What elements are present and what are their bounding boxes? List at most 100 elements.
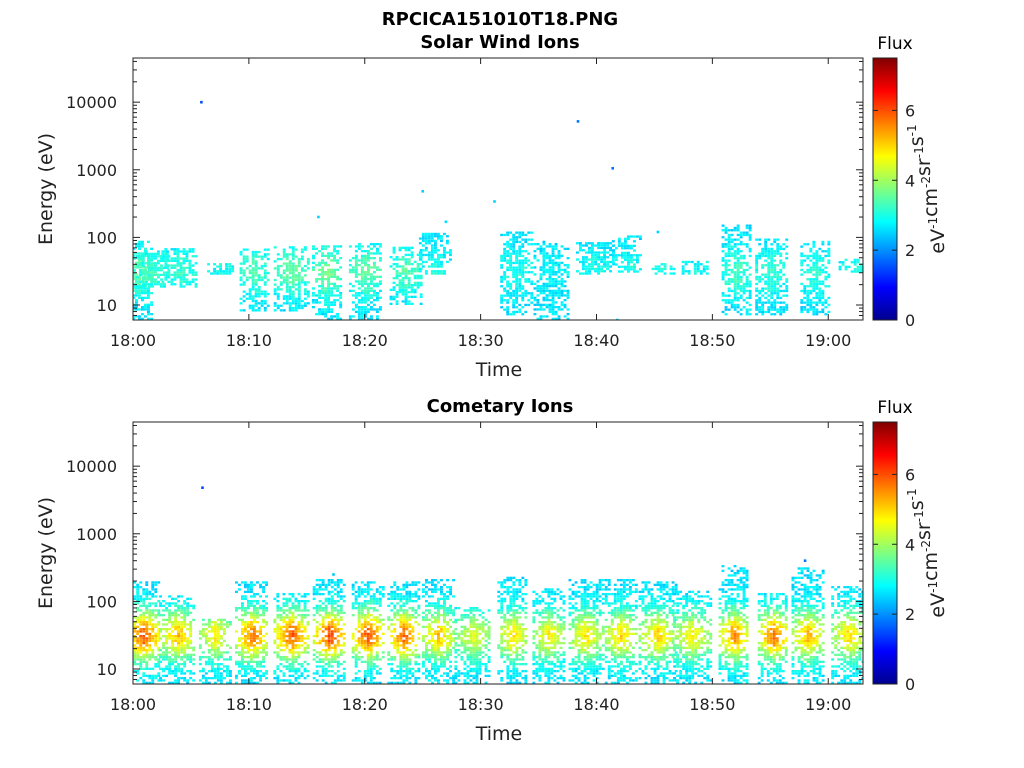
heatmap-cell [285, 616, 289, 619]
heatmap-cell [162, 600, 165, 603]
heatmap-cell [419, 295, 423, 298]
heatmap-cell [300, 625, 304, 628]
heatmap-cell [617, 237, 621, 240]
heatmap-cell [767, 250, 771, 253]
heatmap-cell [174, 674, 177, 677]
heatmap-cell [363, 604, 367, 607]
heatmap-cell [219, 672, 223, 675]
heatmap-cell [627, 263, 630, 266]
heatmap-cell [235, 663, 238, 666]
heatmap-cell [226, 670, 229, 673]
heatmap-cell [315, 625, 319, 628]
heatmap-cell [241, 667, 244, 670]
heatmap-cell [163, 250, 166, 253]
heatmap-cell [748, 238, 752, 241]
heatmap-cell [336, 609, 340, 612]
heatmap-cell [866, 270, 869, 272]
heatmap-cell [425, 593, 428, 596]
heatmap-cell [375, 609, 379, 612]
heatmap-cell [318, 593, 322, 596]
heatmap-cell [378, 600, 382, 603]
heatmap-cell [375, 625, 379, 628]
heatmap-cell [291, 642, 295, 645]
heatmap-cell [256, 663, 259, 666]
heatmap-cell [342, 623, 346, 626]
heatmap-cell [434, 602, 437, 605]
heatmap-cell [324, 658, 328, 661]
heatmap-cell [145, 656, 149, 659]
heatmap-cell [216, 272, 219, 275]
heatmap-cell [748, 254, 752, 258]
heatmap-cell [144, 308, 147, 311]
heatmap-cell [366, 593, 370, 596]
heatmap-cell [339, 679, 343, 682]
heatmap-point [616, 318, 619, 320]
heatmap-cell [360, 609, 364, 612]
heatmap-cell [803, 301, 807, 304]
heatmap-cell [273, 618, 277, 621]
heatmap-cell [142, 628, 146, 631]
heatmap-cell [330, 252, 333, 255]
heatmap-cell [129, 269, 132, 271]
heatmap-cell [179, 264, 183, 267]
heatmap-cell [560, 273, 564, 276]
heatmap-point [444, 220, 448, 224]
heatmap-cell [424, 239, 428, 243]
heatmap-cell [151, 280, 154, 283]
heatmap-cell [210, 621, 214, 624]
heatmap-cell [736, 250, 740, 253]
heatmap-cell [745, 310, 749, 314]
heatmap-cell [123, 299, 126, 301]
heatmap-cell [342, 632, 346, 635]
heatmap-cell [357, 299, 361, 302]
heatmap-cell [145, 278, 148, 281]
heatmap-cell [165, 658, 168, 661]
heatmap-cell [375, 618, 379, 621]
heatmap-cell [399, 660, 403, 663]
heatmap-cell [373, 275, 376, 278]
heatmap-cell [758, 310, 762, 314]
heatmap-cell [591, 244, 594, 247]
heatmap-cell [372, 630, 376, 633]
heatmap-cell [693, 263, 697, 266]
heatmap-cell [431, 674, 434, 677]
heatmap-cell [724, 266, 728, 269]
heatmap-cell [321, 259, 324, 262]
heatmap-cell [219, 651, 223, 654]
heatmap-cell [416, 274, 420, 277]
heatmap-cell [812, 296, 816, 300]
heatmap-cell [393, 644, 397, 647]
heatmap-cell [216, 628, 220, 631]
heatmap-cell [241, 621, 244, 624]
heatmap-cell [348, 289, 352, 292]
heatmap-cell [405, 639, 409, 642]
heatmap-cell [223, 628, 226, 631]
heatmap-cell [424, 232, 428, 236]
heatmap-cell [138, 254, 141, 257]
heatmap-cell [336, 611, 340, 614]
heatmap-cell [446, 260, 449, 264]
heatmap-cell [244, 623, 247, 626]
heatmap-cell [408, 649, 412, 652]
heatmap-cell [139, 618, 143, 621]
heatmap-cell [247, 621, 250, 624]
heatmap-cell [324, 600, 328, 603]
heatmap-cell [369, 651, 373, 654]
heatmap-cell [396, 646, 400, 649]
heatmap-cell [506, 289, 510, 293]
heatmap-cell [262, 658, 265, 661]
heatmap-cell [440, 239, 443, 243]
heatmap-cell [375, 665, 379, 668]
heatmap-cell [336, 261, 339, 264]
heatmap-cell [251, 255, 255, 258]
heatmap-cell [321, 308, 324, 311]
heatmap-cell [174, 597, 177, 600]
heatmap-cell [186, 637, 190, 640]
heatmap-cell [342, 660, 346, 663]
heatmap-cell [248, 295, 252, 298]
heatmap-cell [594, 244, 597, 247]
heatmap-cell [123, 313, 126, 315]
heatmap-cell [809, 308, 813, 311]
heatmap-cell [733, 229, 737, 232]
heatmap-cell [250, 628, 253, 631]
